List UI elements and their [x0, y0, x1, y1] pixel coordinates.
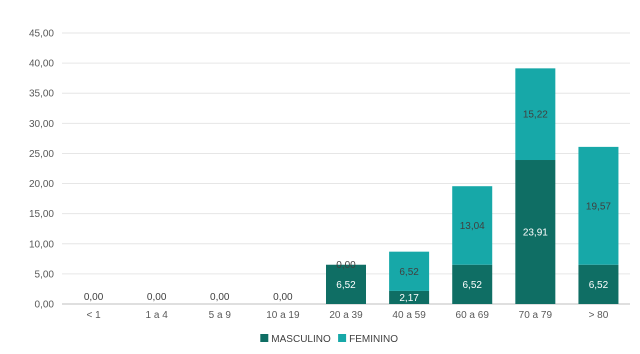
data-label: 6,52 — [462, 280, 482, 291]
data-label: 6,52 — [399, 267, 419, 278]
data-label: 6,52 — [589, 280, 609, 291]
x-tick-label: 70 a 79 — [519, 310, 553, 321]
legend-label: MASCULINO — [271, 334, 331, 345]
bar-feminino — [515, 68, 556, 161]
bar-masculino — [578, 264, 619, 304]
bar-feminino — [578, 146, 619, 265]
x-tick-label: 40 a 59 — [392, 310, 426, 321]
legend-swatch — [260, 334, 269, 342]
y-tick-label: 0,00 — [35, 300, 55, 311]
x-axis: < 1 1 a 4 5 a 9 10 a 19 20 a 39 40 a 59 60 a 6… — [86, 310, 608, 321]
data-label: 2,17 — [399, 293, 419, 304]
data-label: 6,52 — [336, 280, 356, 291]
y-tick-label: 25,00 — [29, 149, 54, 160]
bar-masculino — [452, 264, 493, 304]
bar-feminino — [452, 186, 493, 265]
data-label: 0,00 — [147, 292, 167, 303]
y-tick-label: 5,00 — [35, 269, 55, 280]
data-label: 0,00 — [336, 260, 356, 271]
data-label: 0,00 — [84, 292, 104, 303]
legend-swatch — [338, 334, 347, 342]
bar-feminino — [389, 251, 430, 291]
y-tick-label: 30,00 — [29, 119, 54, 130]
y-axis: 0,00 5,00 10,00 15,00 20,00 25,00 30,00 35,00 40… — [29, 29, 54, 311]
data-labels: 0,00 0,00 0,00 0,00 6,52 0,00 2,17 6,52 6,52 13,0… — [84, 110, 612, 304]
x-tick-label: 10 a 19 — [266, 310, 300, 321]
legend: MASCULINO FEMININO — [260, 334, 398, 345]
y-tick-label: 10,00 — [29, 239, 54, 250]
x-tick-label: 1 a 4 — [146, 310, 169, 321]
bar-masculino — [515, 160, 556, 304]
x-tick-label: 20 a 39 — [329, 310, 363, 321]
data-label: 0,00 — [210, 292, 230, 303]
bar-masculino — [389, 290, 430, 304]
data-label: 19,57 — [586, 201, 611, 212]
x-tick-label: 60 a 69 — [456, 310, 490, 321]
y-tick-label: 35,00 — [29, 89, 54, 100]
x-tick-label: < 1 — [86, 310, 101, 321]
y-tick-label: 40,00 — [29, 59, 54, 70]
legend-label: FEMININO — [349, 334, 398, 345]
data-label: 13,04 — [460, 221, 485, 232]
data-label: 0,00 — [273, 292, 293, 303]
y-tick-label: 20,00 — [29, 179, 54, 190]
x-tick-label: 5 a 9 — [209, 310, 232, 321]
bar-masculino — [326, 264, 366, 304]
gridlines — [62, 32, 630, 305]
data-label: 23,91 — [523, 228, 548, 239]
bars — [326, 68, 619, 304]
data-label: 15,22 — [523, 110, 548, 121]
y-tick-label: 15,00 — [29, 209, 54, 220]
y-tick-label: 45,00 — [29, 29, 54, 40]
x-tick-label: > 80 — [589, 310, 609, 321]
